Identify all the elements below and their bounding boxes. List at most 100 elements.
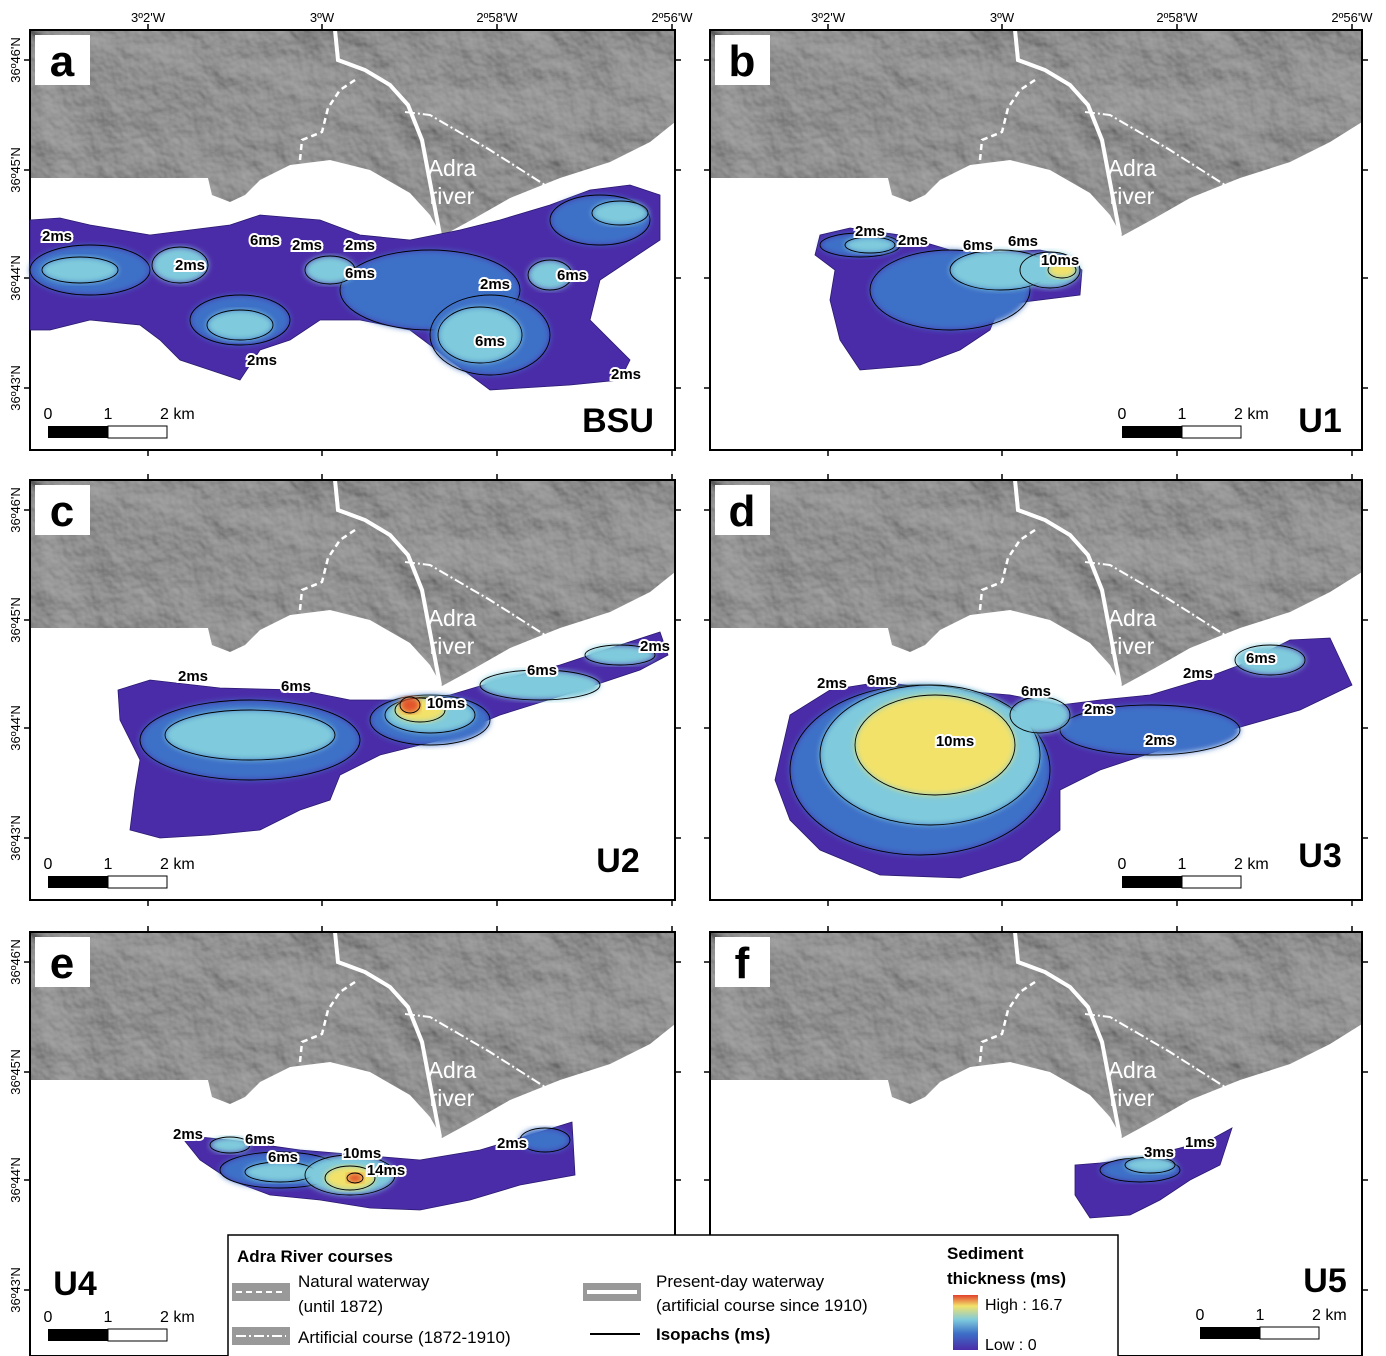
- isopach-label: 2ms: [480, 276, 510, 293]
- scale-label: 2 km: [160, 856, 195, 873]
- scale-label: 1: [1178, 406, 1187, 423]
- isopach-label: 10ms: [1041, 252, 1079, 269]
- isopach-label: 2ms: [345, 237, 375, 254]
- scale-bar-white: [108, 426, 167, 438]
- legend-label: thickness (ms): [947, 1269, 1066, 1288]
- isopach-label: 6ms: [268, 1149, 298, 1166]
- lat-label: 36º46'N: [8, 37, 23, 83]
- panel-letter: b: [729, 37, 756, 86]
- scale-bar-white: [1182, 426, 1241, 438]
- scale-label: 0: [44, 1309, 53, 1326]
- river-label: river: [1110, 183, 1155, 209]
- isopach-label: 10ms: [936, 733, 974, 750]
- lat-label: 36º44'N: [8, 1157, 23, 1203]
- legend-title: Adra River courses: [237, 1247, 393, 1266]
- legend-label: Artificial course (1872-1910): [298, 1328, 511, 1347]
- isopach-label: 6ms: [1021, 683, 1051, 700]
- isopach-label: 2ms: [175, 257, 205, 274]
- scale-label: 1: [104, 1309, 113, 1326]
- legend-label: Low : 0: [985, 1337, 1037, 1354]
- lon-label: 3º2'W: [811, 10, 846, 25]
- lon-label: 2º58'W: [1156, 10, 1198, 25]
- isopach-label: 2ms: [611, 366, 641, 383]
- river-label: river: [430, 633, 475, 659]
- isopach-label: 2ms: [497, 1135, 527, 1152]
- isopach-label: 2ms: [173, 1126, 203, 1143]
- panel-letter: e: [50, 939, 74, 988]
- scale-bar-black: [48, 876, 108, 888]
- lat-label: 36º46'N: [8, 939, 23, 985]
- legend-label: Natural waterway: [298, 1272, 430, 1291]
- map-panel: Adrariver 3º2'W 3ºW 2º58'W 2º56'W b: [704, 10, 1373, 456]
- lon-label: 3º2'W: [131, 10, 166, 25]
- lat-label: 36º45'N: [8, 147, 23, 193]
- isopach-label: 14ms: [367, 1162, 405, 1179]
- scale-label: 0: [44, 406, 53, 423]
- lat-label: 36º46'N: [8, 487, 23, 533]
- isopach-label: 6ms: [527, 662, 557, 679]
- isopach-label: 6ms: [1246, 650, 1276, 667]
- isopach-label: 6ms: [250, 232, 280, 249]
- lon-label: 2º56'W: [1331, 10, 1373, 25]
- isopach-label: 2ms: [817, 675, 847, 692]
- scale-label: 1: [104, 856, 113, 873]
- scale-label: 1: [1178, 856, 1187, 873]
- scale-bar-white: [1260, 1327, 1319, 1339]
- panel-letter: c: [50, 487, 74, 536]
- isopach-label: 10ms: [427, 695, 465, 712]
- scale-label: 1: [1256, 1307, 1265, 1324]
- scale-bar-black: [48, 1329, 108, 1341]
- isopach-label: 2ms: [292, 237, 322, 254]
- lat-label: 36º44'N: [8, 705, 23, 751]
- unit-label: BSU: [582, 402, 654, 440]
- isopach-label: 1ms: [1185, 1134, 1215, 1151]
- isopach-label: 6ms: [557, 267, 587, 284]
- isopach-label: 6ms: [475, 333, 505, 350]
- scale-bar-white: [108, 876, 167, 888]
- isopach-label: 2ms: [42, 228, 72, 245]
- legend-label: (artificial course since 1910): [656, 1296, 868, 1315]
- isopach-label: 6ms: [245, 1131, 275, 1148]
- scale-label: 2 km: [1234, 856, 1269, 873]
- lat-label: 36º43'N: [8, 815, 23, 861]
- lon-label: 3ºW: [990, 10, 1015, 25]
- isopach-label: 2ms: [898, 232, 928, 249]
- isopach-label: 2ms: [247, 352, 277, 369]
- isopach-label: 2ms: [1145, 732, 1175, 749]
- lat-label: 36º45'N: [8, 597, 23, 643]
- panel-letter: a: [50, 37, 75, 86]
- lon-label: 2º56'W: [651, 10, 693, 25]
- isopach-label: 6ms: [345, 265, 375, 282]
- scale-label: 2 km: [1312, 1307, 1347, 1324]
- river-label: Adra: [1108, 155, 1157, 181]
- isopach-label: 2ms: [1084, 701, 1114, 718]
- isopach-label: 2ms: [1183, 665, 1213, 682]
- lat-label: 36º45'N: [8, 1049, 23, 1095]
- unit-label: U4: [53, 1265, 97, 1303]
- isopach-label: 2ms: [855, 223, 885, 240]
- scale-label: 2 km: [1234, 406, 1269, 423]
- lat-label: 36º43'N: [8, 365, 23, 411]
- scale-label: 0: [1196, 1307, 1205, 1324]
- isopach-label: 2ms: [640, 638, 670, 655]
- scale-label: 1: [104, 406, 113, 423]
- scale-label: 2 km: [160, 406, 195, 423]
- river-label: Adra: [428, 1057, 477, 1083]
- scale-bar-black: [48, 426, 108, 438]
- isopach-label: 6ms: [963, 237, 993, 254]
- lon-label: 3ºW: [310, 10, 335, 25]
- legend-label: Sediment: [947, 1244, 1024, 1263]
- isopach-label: 6ms: [281, 678, 311, 695]
- scale-bar-white: [1182, 876, 1241, 888]
- scale-label: 0: [44, 856, 53, 873]
- isopach-label: 10ms: [343, 1145, 381, 1162]
- legend: Adra River courses Natural waterway (until…: [228, 1235, 1118, 1356]
- isopach-label: 2ms: [178, 668, 208, 685]
- river-label: river: [430, 183, 475, 209]
- river-label: river: [430, 1085, 475, 1111]
- scale-label: 0: [1118, 856, 1127, 873]
- legend-label: (until 1872): [298, 1297, 383, 1316]
- isopach-label: 6ms: [1008, 233, 1038, 250]
- scale-bar-black: [1122, 426, 1182, 438]
- panel-letter: f: [735, 939, 750, 988]
